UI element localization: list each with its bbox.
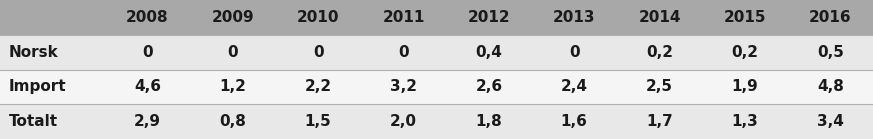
Text: 2008: 2008 [126,10,168,25]
Bar [702,70,787,104]
Bar [190,35,276,70]
Bar [617,104,702,139]
Bar [361,0,446,35]
Text: 0,5: 0,5 [817,45,844,60]
Bar [446,104,532,139]
Bar [361,35,446,70]
Text: 1,3: 1,3 [732,114,759,129]
Text: 4,8: 4,8 [817,79,844,94]
Bar [276,104,361,139]
Bar [190,70,276,104]
Text: 2,4: 2,4 [560,79,588,94]
Text: 2009: 2009 [211,10,254,25]
Text: 3,4: 3,4 [817,114,844,129]
Text: 1,6: 1,6 [560,114,588,129]
Bar [702,0,787,35]
Text: 0,2: 0,2 [732,45,759,60]
Text: 0,4: 0,4 [476,45,502,60]
Bar [446,35,532,70]
Bar [105,104,190,139]
Text: 0: 0 [313,45,324,60]
Text: 2014: 2014 [638,10,681,25]
Bar [787,0,873,35]
Text: 0,8: 0,8 [219,114,246,129]
Bar [617,0,702,35]
Text: 2,6: 2,6 [475,79,503,94]
Text: 2012: 2012 [468,10,510,25]
Bar [787,35,873,70]
Text: 2,5: 2,5 [646,79,673,94]
Text: Totalt: Totalt [9,114,58,129]
Bar [617,70,702,104]
Text: 1,7: 1,7 [646,114,673,129]
Text: 1,2: 1,2 [219,79,246,94]
Bar [190,0,276,35]
Text: 3,2: 3,2 [390,79,417,94]
Bar [0,35,105,70]
Text: 0,2: 0,2 [646,45,673,60]
Text: 0: 0 [142,45,153,60]
Text: 0: 0 [398,45,409,60]
Text: 1,5: 1,5 [305,114,332,129]
Text: 2,0: 2,0 [390,114,417,129]
Bar [105,70,190,104]
Bar [617,35,702,70]
Text: 2010: 2010 [297,10,340,25]
Bar [0,70,105,104]
Bar [190,104,276,139]
Text: 0: 0 [228,45,238,60]
Text: 2011: 2011 [382,10,424,25]
Bar [702,104,787,139]
Bar [532,70,617,104]
Bar [0,0,105,35]
Text: 2016: 2016 [809,10,852,25]
Bar [276,0,361,35]
Text: 2,2: 2,2 [305,79,332,94]
Bar [532,104,617,139]
Bar [532,35,617,70]
Bar [276,70,361,104]
Bar [787,104,873,139]
Text: 0: 0 [569,45,580,60]
Text: 2,9: 2,9 [134,114,161,129]
Bar [702,35,787,70]
Bar [532,0,617,35]
Text: 4,6: 4,6 [134,79,161,94]
Text: Norsk: Norsk [9,45,58,60]
Bar [361,70,446,104]
Bar [0,104,105,139]
Bar [787,70,873,104]
Text: 1,8: 1,8 [476,114,502,129]
Text: Import: Import [9,79,66,94]
Bar [276,35,361,70]
Bar [446,70,532,104]
Text: 1,9: 1,9 [732,79,759,94]
Bar [105,35,190,70]
Bar [361,104,446,139]
Bar [105,0,190,35]
Text: 2013: 2013 [553,10,595,25]
Bar [446,0,532,35]
Text: 2015: 2015 [724,10,766,25]
